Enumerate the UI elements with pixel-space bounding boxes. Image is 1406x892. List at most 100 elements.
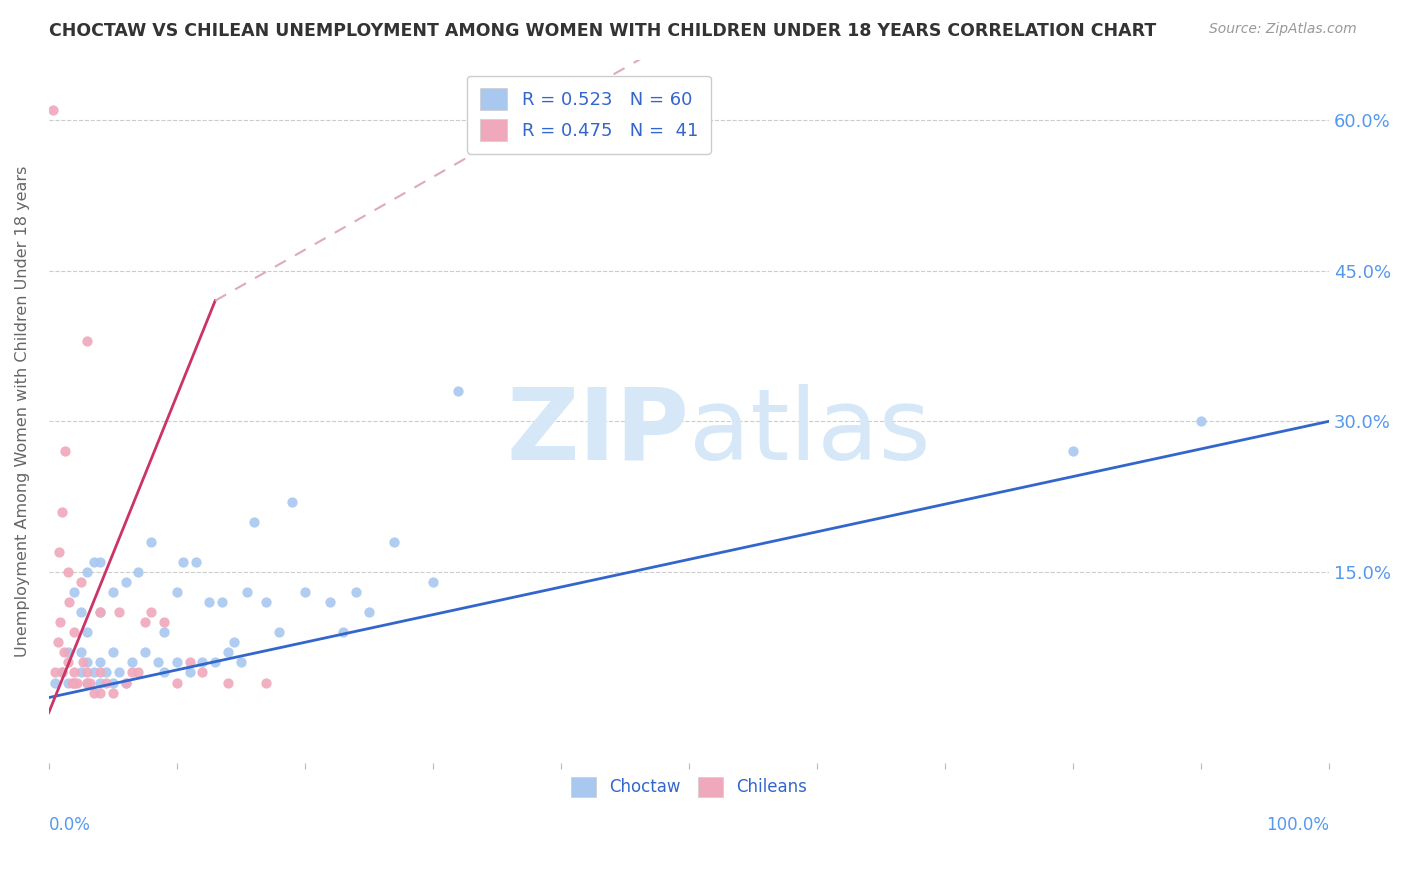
Point xyxy=(89,555,111,569)
Point xyxy=(79,675,101,690)
Point xyxy=(281,494,304,508)
Text: atlas: atlas xyxy=(689,384,931,481)
Point xyxy=(101,685,124,699)
Point xyxy=(153,665,176,680)
Point xyxy=(121,665,143,680)
Point xyxy=(357,605,380,619)
Point xyxy=(69,645,91,659)
Point xyxy=(89,656,111,670)
Point xyxy=(101,675,124,690)
Point xyxy=(141,605,163,619)
Point xyxy=(51,665,73,680)
Point xyxy=(46,635,69,649)
Point xyxy=(72,656,94,670)
Point xyxy=(63,585,86,599)
Point xyxy=(422,575,444,590)
Point xyxy=(76,675,98,690)
Point xyxy=(294,585,316,599)
Point xyxy=(83,665,105,680)
Point xyxy=(224,635,246,649)
Point xyxy=(447,384,470,399)
Point xyxy=(55,444,77,458)
Point xyxy=(108,605,131,619)
Point xyxy=(172,555,194,569)
Legend: Choctaw, Chileans: Choctaw, Chileans xyxy=(564,770,814,804)
Point xyxy=(127,565,149,579)
Point xyxy=(108,665,131,680)
Point xyxy=(76,675,98,690)
Point xyxy=(197,595,219,609)
Point xyxy=(63,625,86,640)
Point xyxy=(146,656,169,670)
Point xyxy=(344,585,367,599)
Point xyxy=(229,656,252,670)
Point xyxy=(58,595,80,609)
Point xyxy=(51,665,73,680)
Point xyxy=(44,665,66,680)
Point xyxy=(242,515,264,529)
Point xyxy=(69,575,91,590)
Point xyxy=(76,656,98,670)
Point xyxy=(49,615,72,630)
Point xyxy=(121,656,143,670)
Point xyxy=(69,665,91,680)
Point xyxy=(141,534,163,549)
Point xyxy=(83,685,105,699)
Point xyxy=(76,565,98,579)
Point xyxy=(89,605,111,619)
Point xyxy=(89,665,111,680)
Point xyxy=(332,625,354,640)
Point xyxy=(114,575,136,590)
Point xyxy=(134,645,156,659)
Text: 100.0%: 100.0% xyxy=(1265,815,1329,834)
Point xyxy=(76,665,98,680)
Point xyxy=(63,675,86,690)
Point xyxy=(1062,444,1084,458)
Point xyxy=(41,103,63,117)
Y-axis label: Unemployment Among Women with Children Under 18 years: Unemployment Among Women with Children U… xyxy=(15,166,30,657)
Point xyxy=(66,675,89,690)
Point xyxy=(83,555,105,569)
Point xyxy=(44,675,66,690)
Point xyxy=(204,656,226,670)
Point xyxy=(1189,414,1212,428)
Point xyxy=(114,675,136,690)
Point xyxy=(76,625,98,640)
Point xyxy=(51,505,73,519)
Point xyxy=(114,675,136,690)
Point xyxy=(269,625,291,640)
Point xyxy=(319,595,342,609)
Text: ZIP: ZIP xyxy=(506,384,689,481)
Point xyxy=(48,545,70,559)
Point xyxy=(56,565,79,579)
Point xyxy=(127,665,149,680)
Point xyxy=(254,675,277,690)
Point xyxy=(184,555,207,569)
Point xyxy=(96,665,118,680)
Point xyxy=(56,645,79,659)
Point xyxy=(89,685,111,699)
Point xyxy=(69,605,91,619)
Point xyxy=(153,615,176,630)
Point xyxy=(56,656,79,670)
Point xyxy=(63,665,86,680)
Point xyxy=(134,615,156,630)
Point xyxy=(153,625,176,640)
Point xyxy=(217,675,239,690)
Point xyxy=(89,675,111,690)
Text: CHOCTAW VS CHILEAN UNEMPLOYMENT AMONG WOMEN WITH CHILDREN UNDER 18 YEARS CORRELA: CHOCTAW VS CHILEAN UNEMPLOYMENT AMONG WO… xyxy=(49,22,1157,40)
Point xyxy=(384,534,406,549)
Point xyxy=(211,595,233,609)
Point xyxy=(53,645,76,659)
Point xyxy=(236,585,259,599)
Text: 0.0%: 0.0% xyxy=(49,815,90,834)
Point xyxy=(101,645,124,659)
Point xyxy=(191,656,214,670)
Point xyxy=(60,675,83,690)
Point xyxy=(56,675,79,690)
Point xyxy=(96,675,118,690)
Point xyxy=(179,656,201,670)
Point xyxy=(179,665,201,680)
Point xyxy=(166,585,188,599)
Point xyxy=(166,675,188,690)
